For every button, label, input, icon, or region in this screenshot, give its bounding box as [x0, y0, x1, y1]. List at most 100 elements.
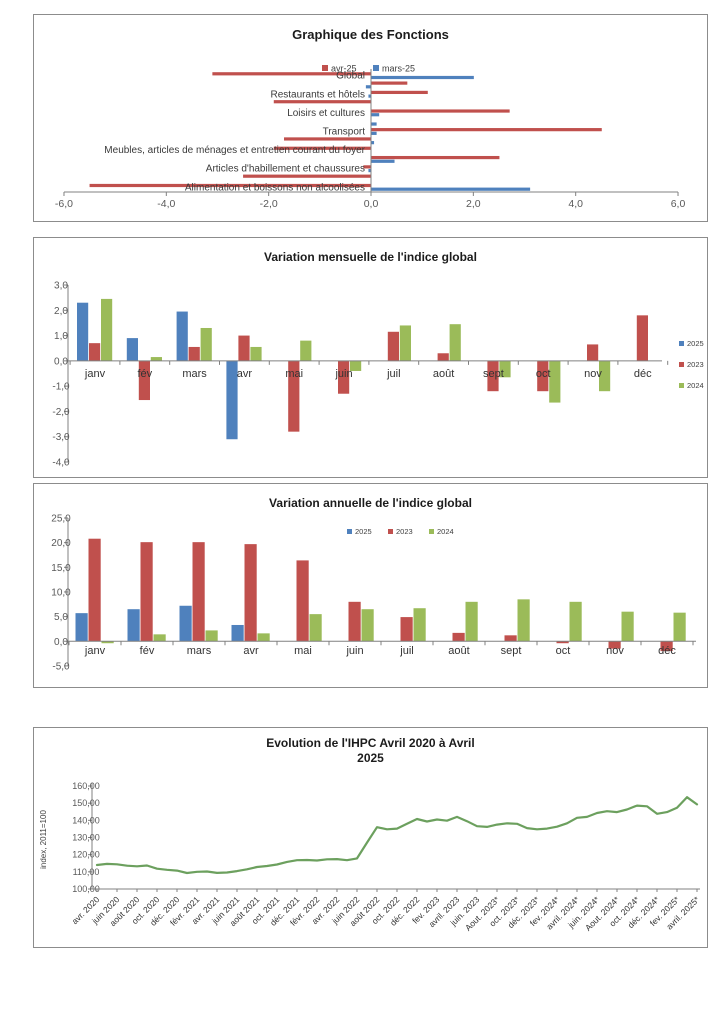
- category-label: Global: [336, 71, 365, 82]
- legend-label: 2023: [396, 527, 413, 536]
- legend-swatch: [429, 529, 434, 534]
- month-label: août: [448, 645, 469, 657]
- y-tick-label: -2,0: [52, 407, 70, 418]
- mensuelle-bar-2023: [537, 360, 549, 392]
- fonctions-bar-avr-25: [212, 72, 371, 76]
- y-tick-label: 2,0: [54, 306, 68, 317]
- fonctions-bar-mars-25: [371, 159, 395, 163]
- y-tick-label: 140,00: [72, 815, 100, 825]
- month-label: août: [433, 368, 454, 380]
- y-tick-label: 15,0: [51, 563, 71, 574]
- month-label: sept: [501, 645, 522, 657]
- annuelle-bar-2023: [400, 617, 413, 642]
- annuelle-bar-2024: [621, 611, 634, 642]
- mensuelle-bar-2023: [89, 343, 101, 361]
- annuelle-bar-2024: [309, 614, 322, 642]
- legend-label: 2024: [687, 381, 704, 390]
- y-tick-label: 5,0: [54, 612, 68, 623]
- x-tick-label: 2,0: [466, 198, 481, 210]
- annuelle-bar-2023: [88, 538, 101, 642]
- legend-swatch: [322, 65, 328, 71]
- y-tick-label: -1,0: [52, 382, 70, 393]
- y-tick-label: 160,00: [72, 781, 100, 791]
- mensuelle-bar-2025: [176, 311, 188, 361]
- y-axis-title: index, 2011=100: [39, 810, 48, 869]
- mensuelle-bar-2023: [487, 360, 499, 392]
- legend-swatch: [679, 341, 684, 346]
- fonctions-bar-mars-25: [365, 85, 371, 89]
- month-label: juin: [345, 645, 363, 657]
- y-tick-label: 25,0: [51, 514, 71, 525]
- annuelle-bar-2024: [673, 612, 686, 642]
- annuelle-bar-2024: [361, 609, 374, 642]
- fonctions-bar-avr-25: [284, 137, 371, 141]
- fonctions-bar-avr-25: [371, 90, 428, 95]
- mensuelle-bar-2024: [150, 357, 162, 361]
- legend-label: 2025: [355, 527, 372, 536]
- y-tick-label: 0,0: [54, 356, 68, 367]
- fonctions-bar-avr-25: [243, 174, 371, 178]
- month-label: mai: [285, 368, 303, 380]
- fonctions-bar-mars-25: [368, 168, 371, 173]
- fonctions-bar-avr-25: [371, 109, 510, 113]
- annuelle-bar-2024: [569, 601, 582, 642]
- legend-swatch: [373, 65, 379, 71]
- y-tick-label: 0,0: [54, 637, 68, 648]
- annuelle-bar-2025: [75, 613, 88, 642]
- month-label: oct: [556, 645, 571, 657]
- mensuelle-bar-2024: [499, 360, 511, 378]
- annuelle-bar-2024: [517, 599, 530, 642]
- functions-bar-chart: Graphique des Fonctions avr-25 mars-25 -6,…: [33, 14, 708, 222]
- month-label: fév: [137, 368, 152, 380]
- y-tick-label: 100,00: [72, 884, 100, 894]
- fonctions-bar-mars-25: [371, 113, 380, 117]
- month-label: mars: [187, 645, 212, 657]
- mensuelle-bar-2023: [238, 335, 250, 361]
- mensuelle-bar-2024: [549, 360, 561, 403]
- annuelle-bar-2023: [192, 542, 205, 642]
- annual-variation-chart: Variation annuelle de l'indice global 25…: [33, 483, 708, 688]
- category-label: Alimentation et boissons non alcoolisées: [185, 182, 365, 193]
- category-label: Meubles, articles de ménages et entretie…: [104, 145, 365, 156]
- month-label: sept: [483, 368, 504, 380]
- legend-swatch: [388, 529, 393, 534]
- fonctions-bar-avr-25: [363, 165, 371, 169]
- month-label: avr: [243, 645, 259, 657]
- annuelle-bar-2024: [413, 608, 426, 642]
- y-tick-label: 20,0: [51, 538, 71, 549]
- monthly-variation-chart: Variation mensuelle de l'indice global 3…: [33, 237, 708, 478]
- x-tick-label: -6,0: [55, 198, 73, 210]
- annuelle-bar-2024: [205, 630, 218, 642]
- mensuelle-bar-2023: [188, 346, 200, 361]
- legend-label: avr-25: [331, 64, 357, 74]
- annuelle-bar-2025: [179, 605, 192, 642]
- category-label: Loisirs et cultures: [287, 108, 365, 119]
- fonctions-bar-mars-25: [371, 187, 531, 191]
- annuelle-bar-2025: [231, 624, 244, 642]
- mensuelle-bar-2024: [350, 360, 362, 371]
- annuelle-bar-2024: [101, 641, 114, 644]
- y-tick-label: 120,00: [72, 850, 100, 860]
- mensuelle-bar-2024: [599, 360, 611, 392]
- annuelle-bar-2024: [257, 633, 270, 642]
- month-label: juin: [334, 368, 352, 380]
- month-label: juil: [399, 645, 413, 657]
- y-tick-label: -3,0: [52, 432, 70, 443]
- x-tick-label: -4,0: [157, 198, 175, 210]
- mensuelle-bar-2023: [636, 315, 648, 361]
- x-tick-label: -2,0: [260, 198, 278, 210]
- mensuelle-bar-2025: [77, 302, 89, 361]
- month-label: mars: [182, 368, 207, 380]
- category-label: Restaurants et hôtels: [271, 89, 366, 100]
- y-tick-label: -5,0: [52, 661, 70, 672]
- mensuelle-bar-2023: [437, 353, 449, 361]
- legend-label: 2024: [437, 527, 454, 536]
- y-tick-label: 110,00: [73, 867, 100, 877]
- fonctions-bar-avr-25: [273, 146, 371, 150]
- category-label: Transport: [323, 127, 366, 138]
- mensuelle-bar-2024: [200, 327, 212, 361]
- annuelle-bar-2023: [244, 544, 257, 642]
- y-tick-label: -4,0: [52, 457, 70, 468]
- y-tick-label: 10,0: [51, 587, 71, 598]
- category-label: Articles d'habillement et chaussures: [206, 164, 365, 175]
